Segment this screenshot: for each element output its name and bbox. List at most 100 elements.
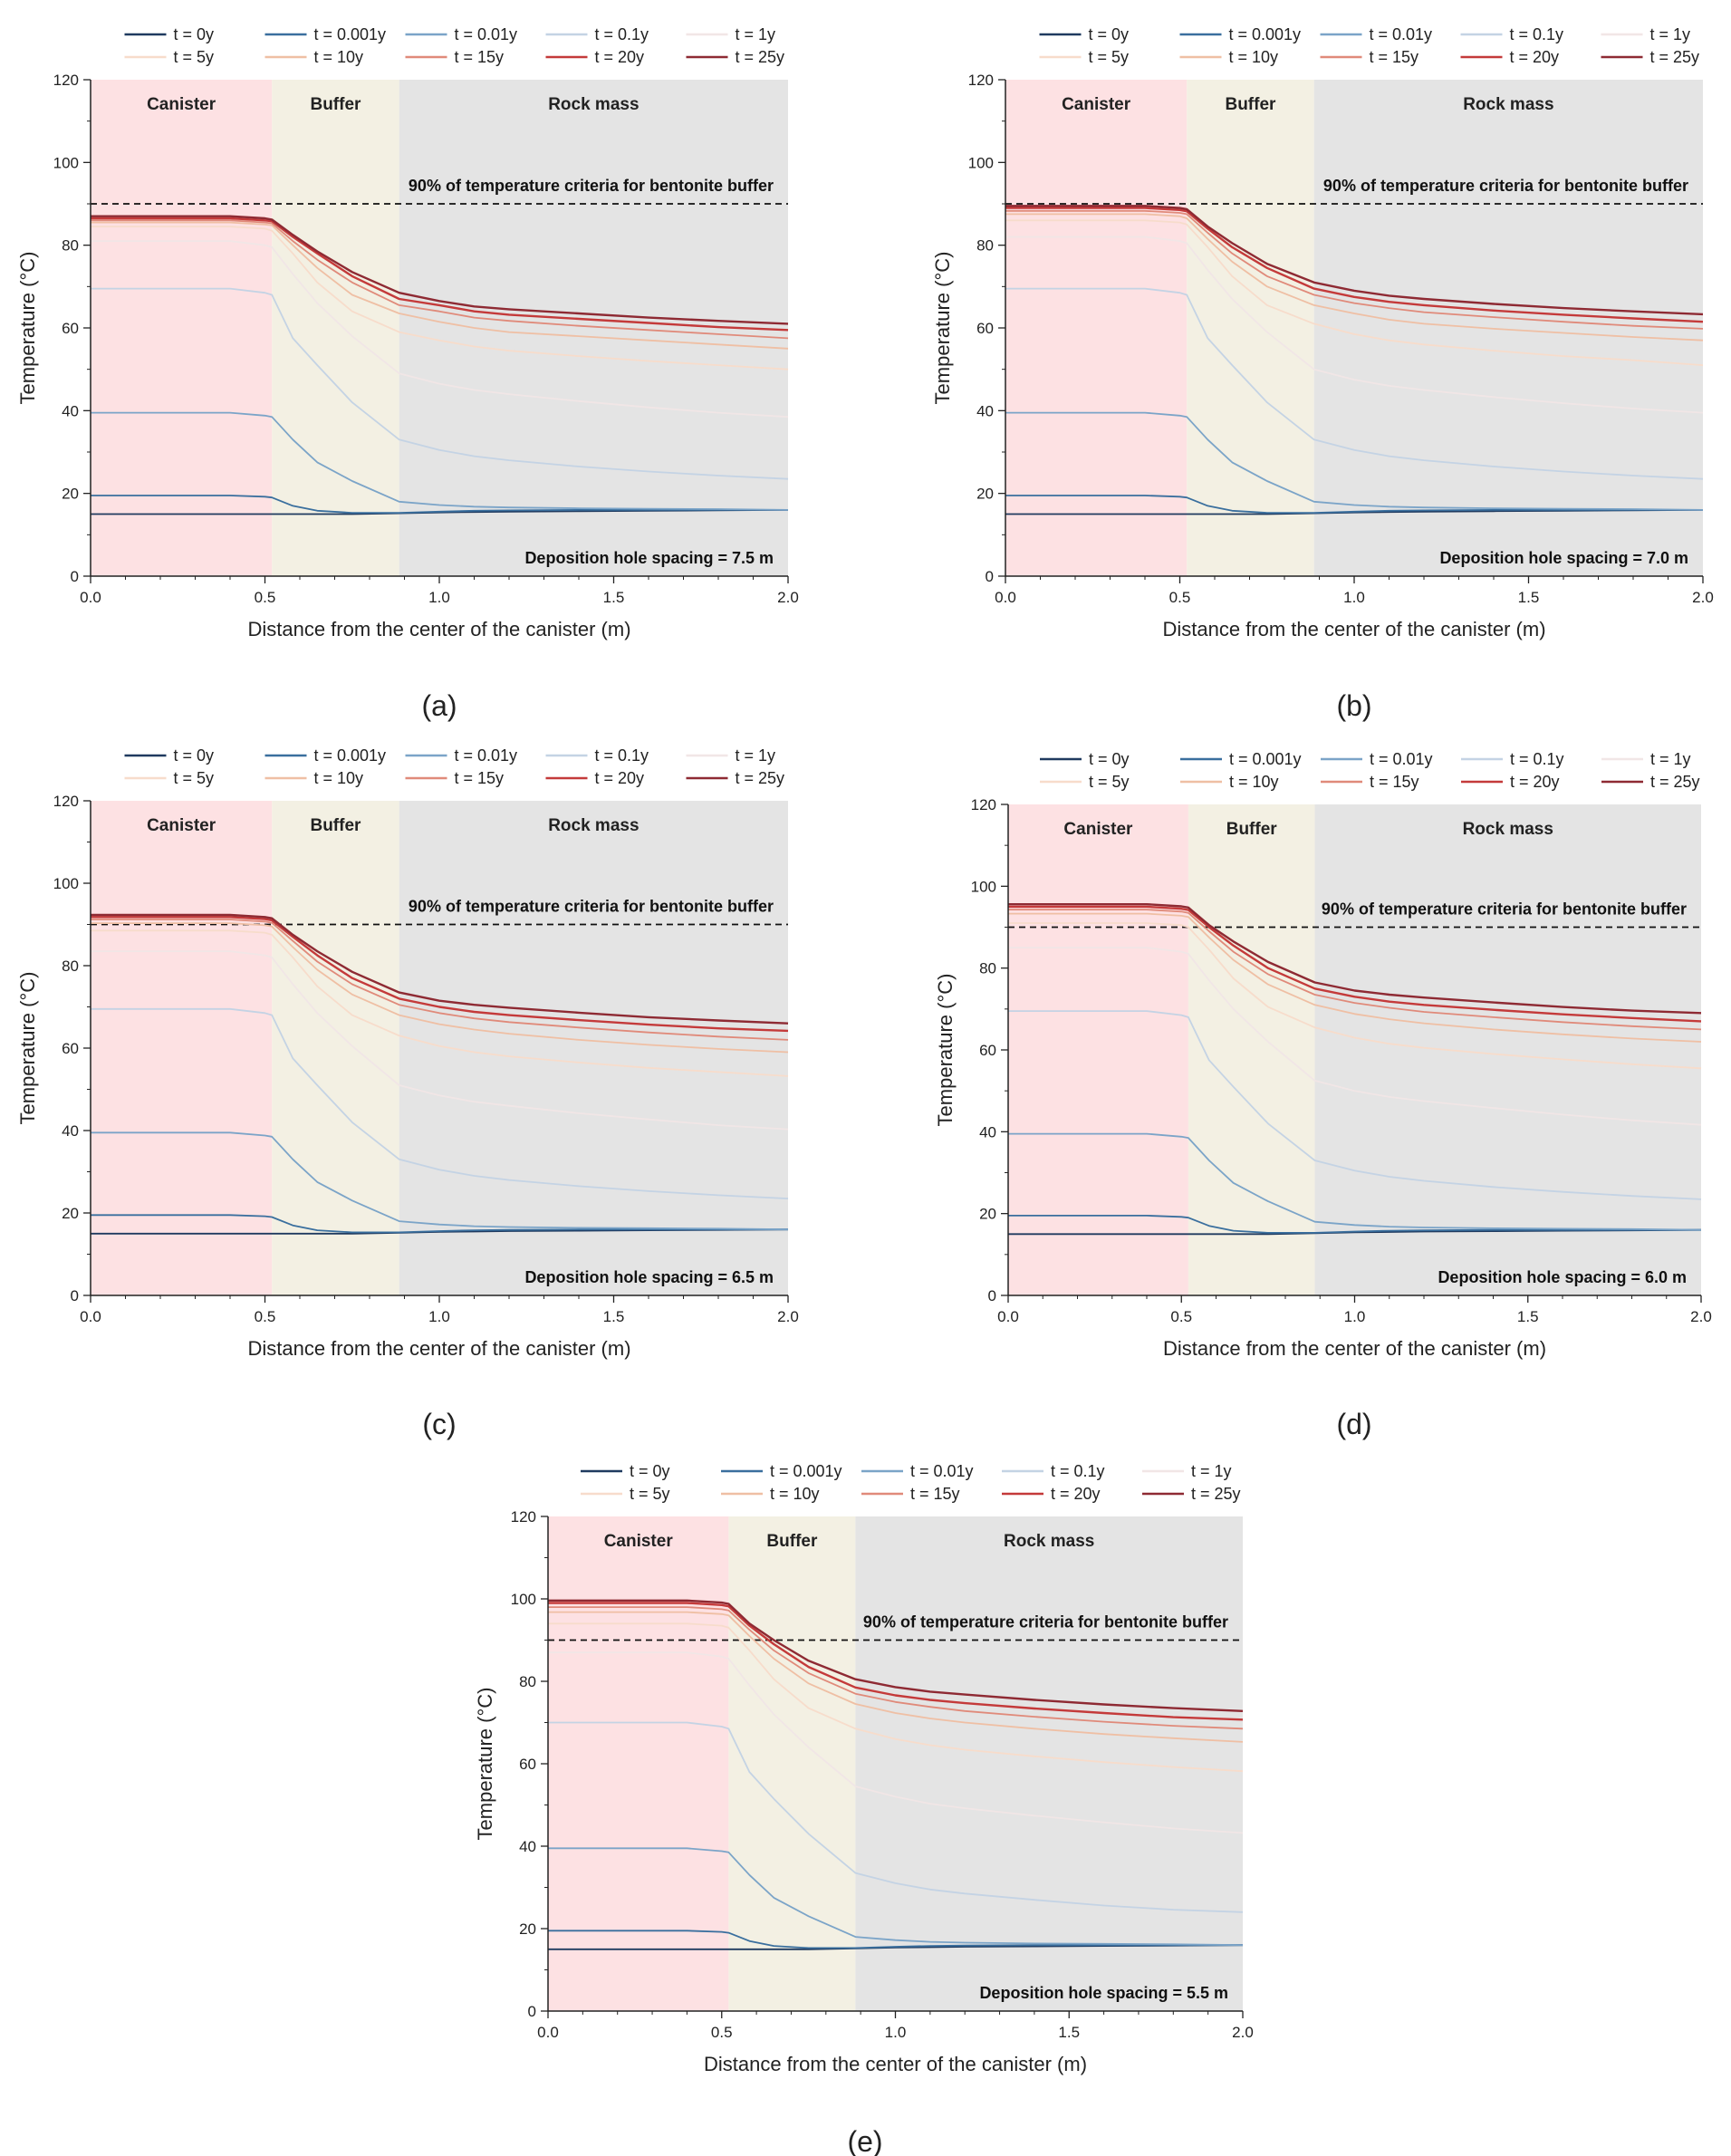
series-line-9 — [1005, 207, 1704, 323]
legend-label: t = 20y — [1510, 773, 1560, 791]
y-axis-title: Temperature (°C) — [474, 1688, 496, 1841]
y-tick-label: 100 — [53, 875, 79, 892]
series-line-8 — [1005, 209, 1704, 330]
series-line-6 — [91, 929, 789, 1077]
series-line-1 — [548, 1944, 1244, 1950]
spacing-annotation: Deposition hole spacing = 7.0 m — [1439, 549, 1688, 567]
region-band-canister — [548, 1516, 729, 2011]
chart-panel: Canister Buffer Rock mass 90% of temperatur… — [16, 25, 799, 722]
series-line-7 — [91, 922, 789, 1054]
legend-label: t = 0.01y — [1370, 25, 1433, 43]
panel-label: (c) — [422, 1408, 456, 1440]
x-tick-label: 2.0 — [1692, 589, 1714, 606]
y-axis-title: Temperature (°C) — [931, 252, 954, 405]
panel-label: (d) — [1336, 1408, 1371, 1440]
series-line-5 — [91, 950, 789, 1131]
y-tick-label: 40 — [979, 1123, 996, 1141]
x-tick-label: 2.0 — [1690, 1308, 1712, 1325]
series-line-1 — [91, 1228, 789, 1235]
region-label: Rock mass — [548, 95, 639, 114]
series-line-9 — [548, 1602, 1244, 1721]
legend-label: t = 20y — [595, 769, 645, 787]
region-label: Rock mass — [548, 816, 639, 835]
legend-label: t = 10y — [314, 769, 364, 787]
legend-label: t = 0.001y — [1229, 25, 1302, 43]
panel-label: (b) — [1336, 689, 1371, 722]
series-line-4 — [1008, 1010, 1702, 1200]
region-band-rock-mass — [1313, 80, 1703, 576]
legend-label: t = 1y — [736, 746, 776, 765]
region-label: Canister — [1062, 95, 1131, 114]
y-tick-label: 60 — [62, 1040, 79, 1057]
series-line-8 — [91, 219, 789, 340]
legend-label: t = 1y — [1650, 25, 1691, 43]
x-tick-label: 0.5 — [711, 2024, 733, 2041]
legend-label: t = 0.001y — [770, 1462, 842, 1480]
y-tick-label: 0 — [986, 568, 994, 585]
threshold-label: 90% of temperature criteria for bentonit… — [1322, 900, 1687, 919]
legend-label: t = 20y — [1051, 1485, 1101, 1503]
spacing-annotation: Deposition hole spacing = 7.5 m — [524, 549, 774, 567]
y-tick-label: 100 — [968, 154, 994, 171]
region-band-buffer — [1188, 804, 1315, 1295]
chart-panel: Canister Buffer Rock mass 90% of temperatur… — [934, 750, 1712, 1440]
series-line-4 — [91, 287, 789, 480]
region-label: Canister — [604, 1532, 674, 1551]
legend-label: t = 0.001y — [314, 746, 387, 765]
y-axis-title: Temperature (°C) — [16, 252, 39, 405]
legend-label: t = 15y — [910, 1485, 960, 1503]
chart-panel: Canister Buffer Rock mass 90% of temperatur… — [16, 746, 799, 1440]
series-line-6 — [1008, 922, 1702, 1070]
region-label: Rock mass — [1463, 95, 1553, 114]
x-tick-label: 2.0 — [1232, 2024, 1254, 2041]
region-label: Rock mass — [1463, 820, 1553, 839]
series-line-7 — [91, 221, 789, 350]
chart-panel: Canister Buffer Rock mass 90% of temperatur… — [474, 1462, 1254, 2156]
x-tick-label: 0.0 — [80, 1308, 101, 1325]
x-axis-title: Distance from the center of the canister… — [247, 618, 630, 640]
legend-label: t = 15y — [455, 769, 505, 787]
region-band-buffer — [272, 801, 399, 1295]
region-label: Buffer — [1225, 95, 1276, 114]
y-tick-label: 20 — [976, 486, 994, 503]
legend-label: t = 10y — [1229, 48, 1279, 66]
series-line-3 — [91, 411, 789, 511]
series-line-5 — [1005, 236, 1704, 414]
y-tick-label: 120 — [53, 72, 79, 89]
legend-label: t = 0.01y — [1370, 750, 1433, 768]
series-line-4 — [1005, 287, 1704, 480]
y-tick-label: 60 — [519, 1756, 536, 1773]
legend-label: t = 15y — [1370, 773, 1419, 791]
series-line-6 — [1005, 219, 1704, 366]
series-line-2 — [91, 495, 788, 514]
threshold-label: 90% of temperature criteria for bentonit… — [409, 177, 774, 195]
y-tick-label: 40 — [519, 1838, 536, 1855]
legend-label: t = 25y — [1191, 1485, 1241, 1503]
x-tick-label: 0.5 — [255, 1308, 276, 1325]
x-axis-title: Distance from the center of the canister… — [1162, 618, 1545, 640]
region-band-rock-mass — [1314, 804, 1701, 1295]
panel-label: (e) — [847, 2125, 882, 2156]
x-tick-label: 0.0 — [537, 2024, 559, 2041]
region-band-canister — [91, 80, 273, 576]
legend-label: t = 1y — [1191, 1462, 1232, 1480]
y-tick-label: 60 — [62, 320, 79, 337]
y-tick-label: 100 — [971, 878, 996, 895]
y-tick-label: 0 — [528, 2003, 536, 2020]
y-tick-label: 120 — [53, 793, 79, 810]
region-label: Canister — [1063, 820, 1133, 839]
series-line-9 — [1008, 905, 1702, 1023]
region-band-buffer — [272, 80, 399, 576]
x-tick-label: 1.0 — [1343, 589, 1365, 606]
series-line-5 — [548, 1651, 1244, 1834]
series-line-10 — [91, 215, 789, 325]
legend-label: t = 5y — [1089, 48, 1130, 66]
series-line-10 — [1008, 903, 1702, 1015]
y-tick-label: 120 — [971, 796, 996, 813]
legend-label: t = 0.1y — [1051, 1462, 1105, 1480]
y-tick-label: 20 — [62, 1205, 79, 1222]
series-line-3 — [1008, 1132, 1702, 1231]
y-tick-label: 20 — [979, 1206, 996, 1223]
y-tick-label: 80 — [519, 1673, 536, 1690]
